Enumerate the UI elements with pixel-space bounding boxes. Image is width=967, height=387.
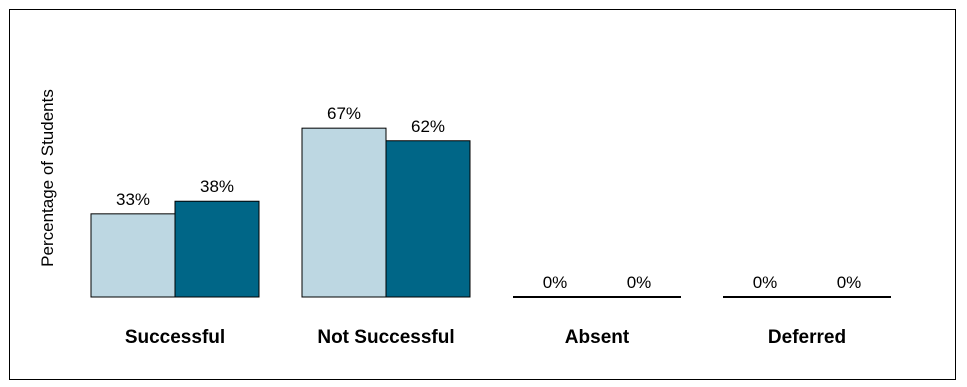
bar-not-successful-series-1 [301,127,387,298]
category-label-not-successful: Not Successful [317,327,454,348]
category-label-deferred: Deferred [768,327,846,348]
data-label-absent-series-1: 0% [543,273,568,292]
data-label-successful-series-2: 38% [200,177,234,196]
category-labels-group: Successful Not Successful Absent Deferred [125,327,846,348]
data-label-deferred-series-1: 0% [753,273,778,292]
data-labels-group: 33% 38% 67% 62% 0% 0% 0% 0% [116,104,861,292]
bar-not-successful-series-2 [385,140,471,298]
bars-group [90,127,891,298]
bar-successful-series-1 [90,213,176,298]
category-label-successful: Successful [125,327,225,348]
data-label-deferred-series-2: 0% [837,273,862,292]
category-label-absent: Absent [565,327,630,348]
chart-frame: Percentage of Students 33% 38% 67% 62% 0% 0% 0… [9,9,956,380]
bar-successful-series-2 [174,200,260,298]
data-label-not-successful-series-1: 67% [327,104,361,123]
y-axis-label: Percentage of Students [38,89,57,267]
data-label-successful-series-1: 33% [116,190,150,209]
data-label-absent-series-2: 0% [627,273,652,292]
bar-chart: Percentage of Students 33% 38% 67% 62% 0% 0% 0… [38,89,891,348]
data-label-not-successful-series-2: 62% [411,117,445,136]
